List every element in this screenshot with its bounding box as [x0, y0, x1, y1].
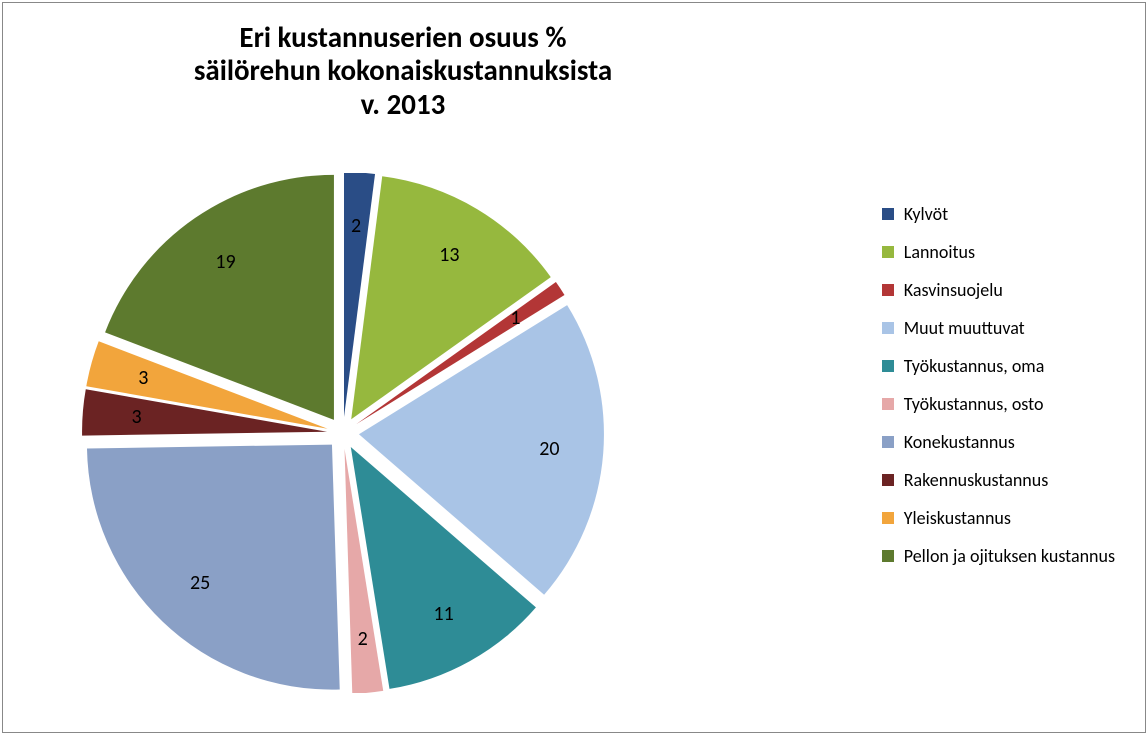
legend-item: Lannoitus [882, 241, 1115, 263]
legend-item: Työkustannus, osto [882, 393, 1115, 415]
slice-value-label: 3 [131, 405, 141, 429]
slice-value-label: 20 [539, 437, 559, 461]
legend-item: Pellon ja ojituksen kustannus [882, 545, 1115, 567]
legend-label: Kylvöt [904, 203, 948, 225]
slice-value-label: 11 [434, 602, 454, 626]
slice-value-label: 2 [351, 214, 361, 238]
legend-swatch [882, 512, 894, 524]
pie-svg [63, 173, 623, 693]
slice-value-label: 13 [439, 243, 459, 267]
legend-item: Kylvöt [882, 203, 1115, 225]
legend-label: Pellon ja ojituksen kustannus [904, 545, 1115, 567]
slice-value-label: 3 [138, 366, 148, 390]
legend-item: Konekustannus [882, 431, 1115, 453]
legend-item: Työkustannus, oma [882, 355, 1115, 377]
slice-value-label: 2 [358, 627, 368, 651]
legend-swatch [882, 284, 894, 296]
legend-label: Työkustannus, osto [904, 393, 1044, 415]
title-line-2: säilörehun kokonaiskustannuksista [3, 54, 803, 87]
legend-swatch [882, 208, 894, 220]
legend-swatch [882, 436, 894, 448]
title-line-3: v. 2013 [3, 88, 803, 121]
legend-swatch [882, 398, 894, 410]
legend-swatch [882, 360, 894, 372]
legend-item: Kasvinsuojelu [882, 279, 1115, 301]
slice-value-label: 25 [190, 571, 210, 595]
legend-label: Kasvinsuojelu [904, 279, 1003, 301]
legend: Kylvöt Lannoitus Kasvinsuojelu Muut muuttuv… [882, 203, 1115, 583]
legend-swatch [882, 550, 894, 562]
legend-item: Rakennuskustannus [882, 469, 1115, 491]
legend-label: Konekustannus [904, 431, 1015, 453]
slice-value-label: 1 [510, 306, 520, 330]
legend-label: Rakennuskustannus [904, 469, 1048, 491]
chart-frame: Eri kustannuserien osuus % säilörehun ko… [2, 2, 1146, 733]
title-line-1: Eri kustannuserien osuus % [3, 21, 803, 54]
legend-item: Muut muuttuvat [882, 317, 1115, 339]
legend-item: Yleiskustannus [882, 507, 1115, 529]
legend-label: Muut muuttuvat [904, 317, 1025, 339]
legend-swatch [882, 474, 894, 486]
legend-swatch [882, 246, 894, 258]
pie-slice [87, 445, 340, 690]
chart-title: Eri kustannuserien osuus % säilörehun ko… [3, 21, 803, 121]
legend-label: Työkustannus, oma [904, 355, 1045, 377]
legend-label: Lannoitus [904, 241, 975, 263]
pie-chart: 2 13 1 20 11 2 25 3 3 19 [63, 173, 623, 693]
slice-value-label: 19 [215, 250, 235, 274]
legend-swatch [882, 322, 894, 334]
legend-label: Yleiskustannus [904, 507, 1011, 529]
